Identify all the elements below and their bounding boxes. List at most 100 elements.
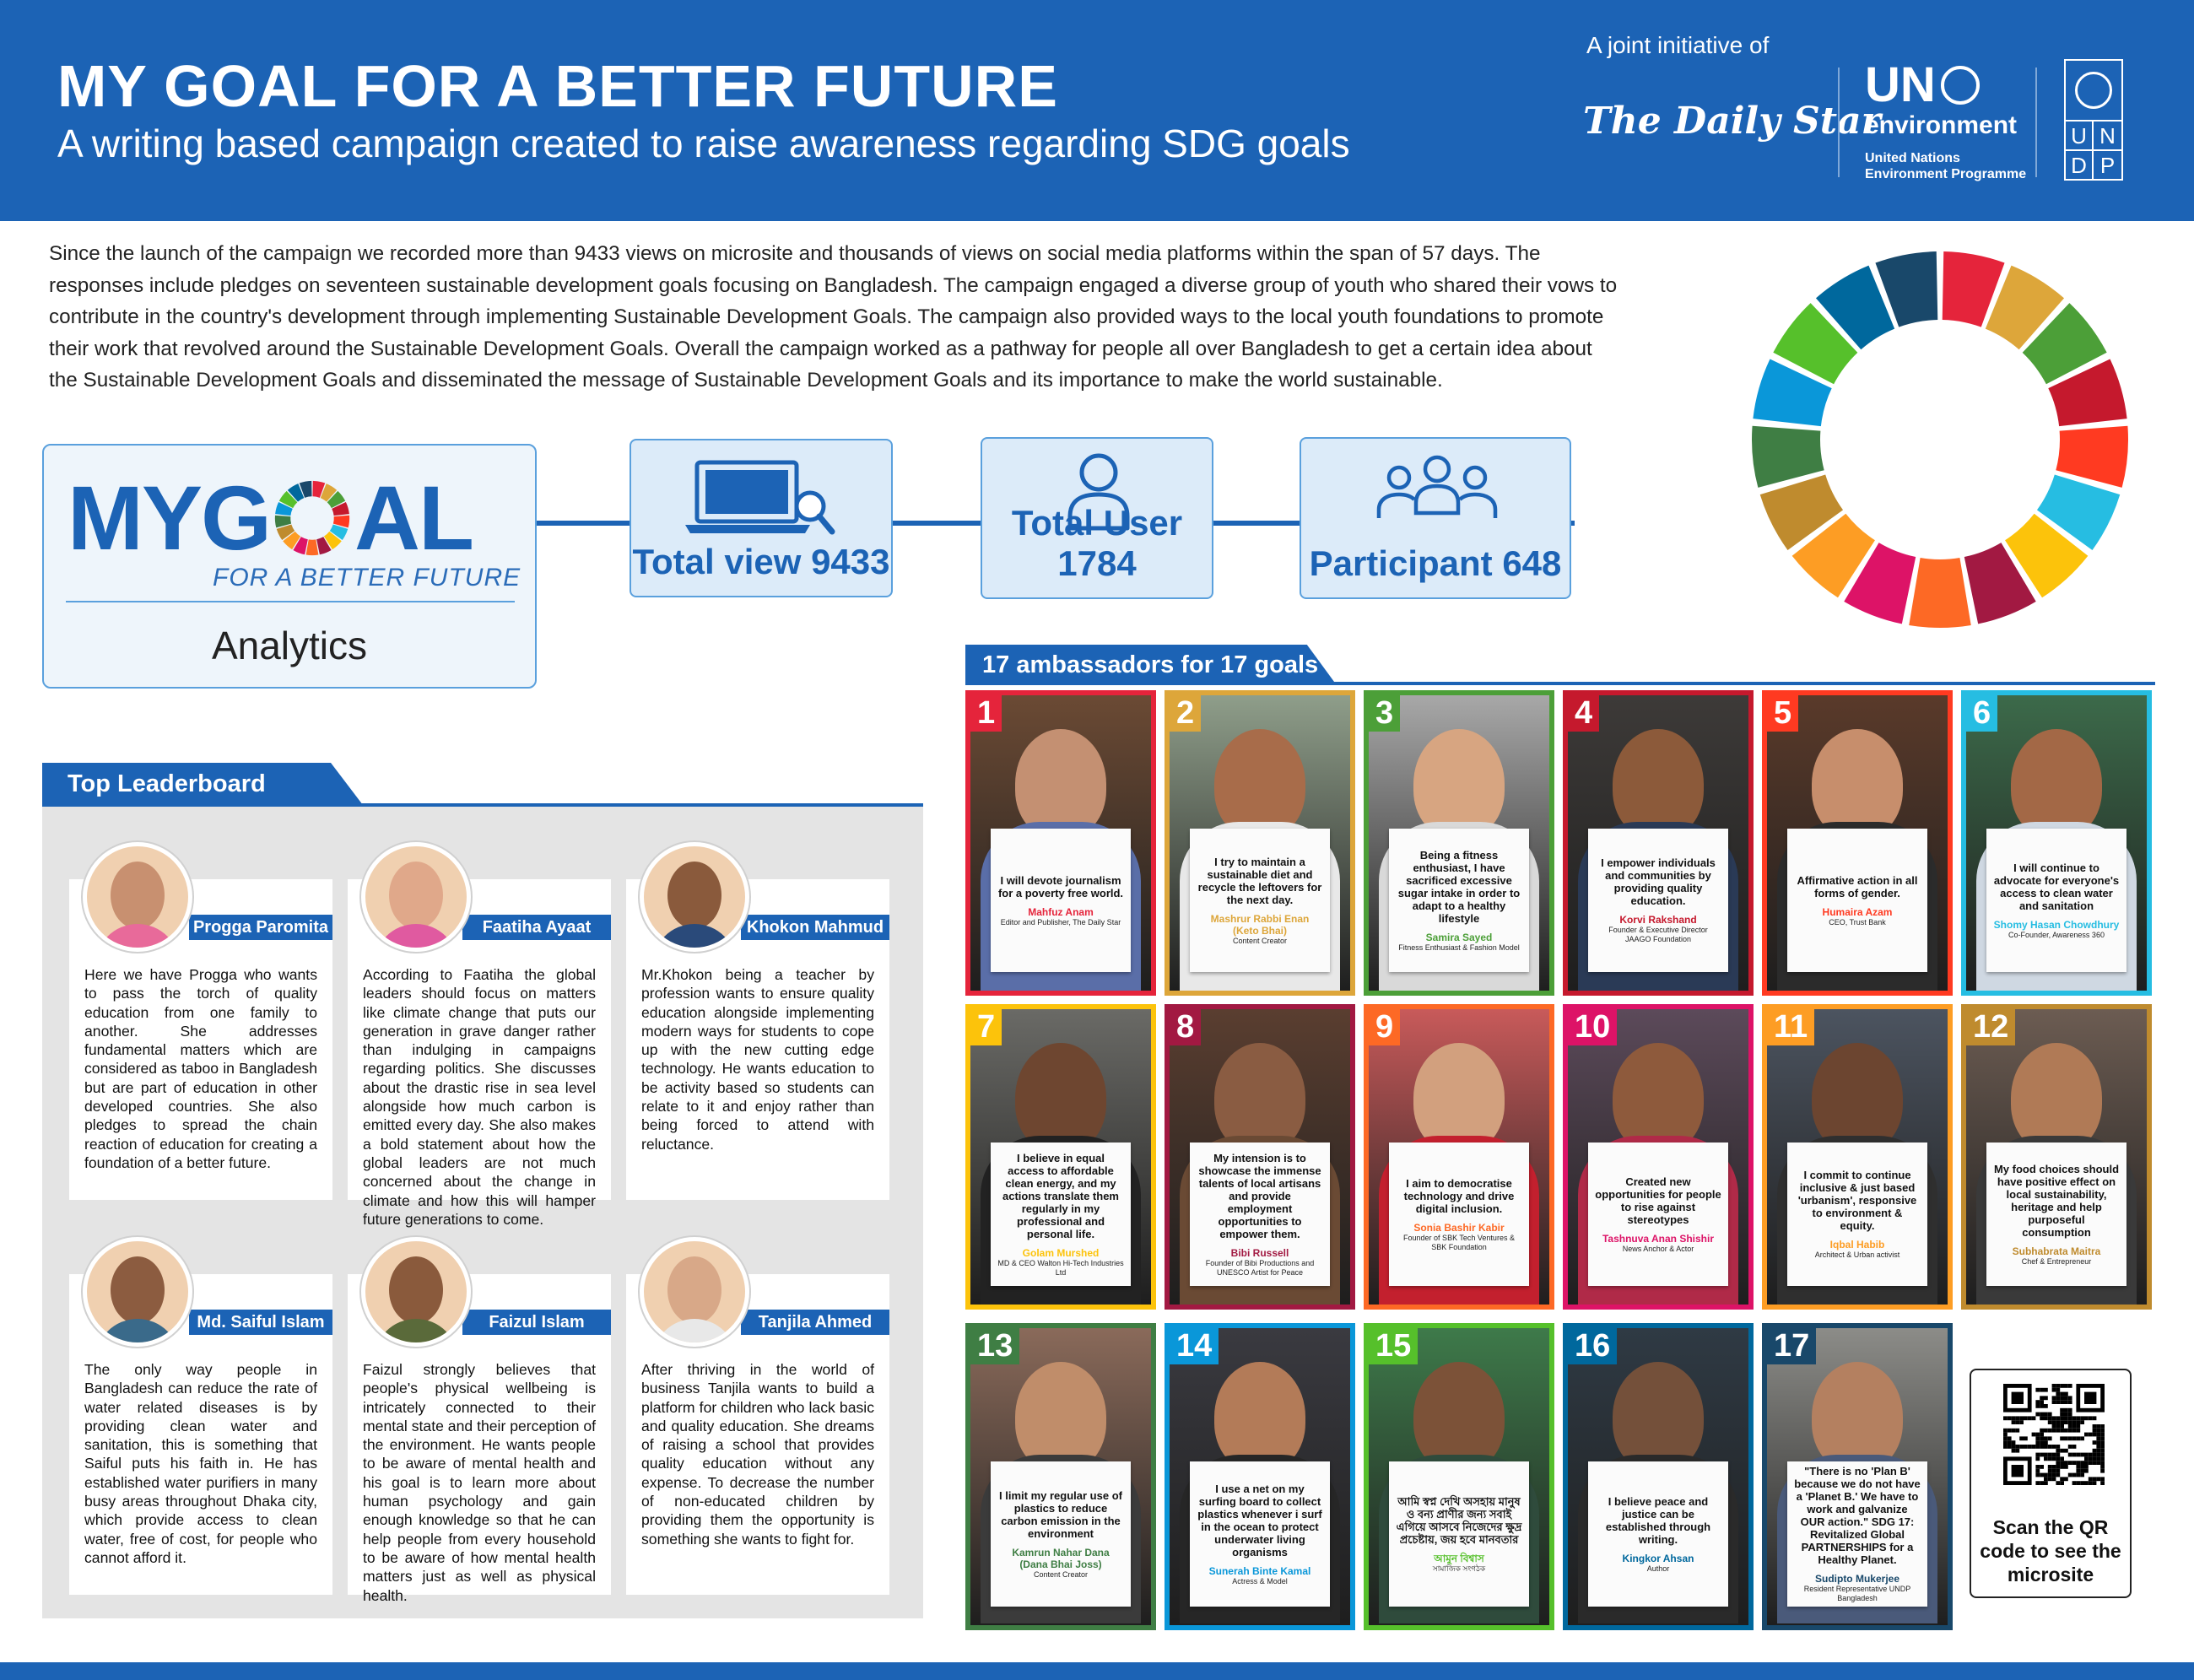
qr-module [2056, 1465, 2061, 1469]
qr-module [2024, 1436, 2028, 1441]
page-title: MY GOAL FOR A BETTER FUTURE [57, 53, 1058, 119]
undp-letter: N [2094, 122, 2121, 151]
qr-module [2011, 1465, 2024, 1477]
logo-al: AL [354, 467, 474, 569]
leaderboard-name: Khokon Mahmud [741, 915, 889, 940]
ambassador-role: Resident Representative UNDP Bangladesh [1803, 1585, 1911, 1602]
qr-code-box[interactable]: Scan the QR code to see the microsite [1970, 1369, 2132, 1598]
qr-module [2096, 1448, 2101, 1453]
qr-module [2051, 1428, 2056, 1433]
pledge-quote: "There is no 'Plan B' because we do not … [1794, 1465, 1921, 1566]
logo-my: MY [68, 467, 203, 569]
qr-module [2080, 1452, 2084, 1457]
qr-module [2035, 1400, 2040, 1404]
qr-module [2064, 1436, 2068, 1441]
qr-module [2064, 1448, 2068, 1453]
qr-module [2056, 1461, 2061, 1465]
undp-letter: P [2094, 151, 2121, 181]
sdg-segment [275, 502, 293, 516]
qr-module [2056, 1468, 2061, 1473]
qr-module [2060, 1448, 2064, 1453]
qr-module [2096, 1440, 2101, 1445]
mygoal-tagline: FOR A BETTER FUTURE [213, 564, 521, 592]
sdg-segment [2048, 359, 2127, 427]
ambassador-name: আমুন বিশ্বাস [1434, 1552, 1484, 1564]
qr-module [2044, 1456, 2048, 1461]
qr-module [2007, 1416, 2012, 1421]
ambassador-name: Bibi Russell [1230, 1246, 1289, 1259]
ambassador-role: Author [1646, 1564, 1670, 1573]
qr-module [2076, 1461, 2081, 1465]
sdg-segment [323, 531, 342, 550]
qr-module [2080, 1416, 2084, 1421]
pledge-quote: I believe peace and justice can be estab… [1605, 1494, 1711, 1546]
divider [1838, 68, 1840, 177]
qr-module [2035, 1432, 2040, 1437]
qr-module [2084, 1468, 2089, 1473]
sdg-segment [1753, 359, 1832, 427]
qr-module [2056, 1400, 2061, 1404]
avatar [83, 1237, 192, 1347]
ambassador-name: Golam Murshed [1022, 1246, 1100, 1259]
qr-module [2024, 1445, 2028, 1449]
qr-module [2067, 1424, 2072, 1429]
qr-module [2092, 1477, 2097, 1482]
ambassador-role: Founder of SBK Tech Ventures & SBK Found… [1403, 1233, 1515, 1251]
qr-module [2011, 1448, 2016, 1453]
qr-module [2064, 1396, 2068, 1401]
qr-module [2047, 1465, 2052, 1469]
sdg-segment [2036, 474, 2121, 550]
qr-module [2047, 1445, 2052, 1449]
qr-module [2027, 1416, 2032, 1421]
qr-module [2100, 1468, 2105, 1473]
footer-bar [0, 1662, 2194, 1680]
sdg-segment [276, 524, 295, 540]
leaderboard-card: Md. Saiful Islam The only way people in B… [69, 1237, 332, 1595]
qr-module [2031, 1432, 2036, 1437]
sdg-ring-icon [274, 480, 350, 556]
qr-module [2056, 1481, 2061, 1485]
sdg-segment [332, 502, 349, 516]
qr-module [2100, 1440, 2105, 1445]
pledge-sign: Created new opportunities for people to … [1588, 1143, 1728, 1286]
ambassadors-heading: 17 ambassadors for 17 goals [965, 645, 1337, 685]
qr-module [2060, 1416, 2064, 1421]
qr-module [2096, 1445, 2101, 1449]
qr-module [2072, 1452, 2077, 1457]
sdg-segment [320, 483, 338, 502]
ambassador-name: Mahfuz Anam [1028, 905, 1094, 918]
unep-environment-text: environment [1865, 111, 2018, 139]
unep-un-text: UN [1865, 57, 1936, 112]
qr-code-icon[interactable] [2003, 1384, 2105, 1485]
sdg-segment [2005, 513, 2089, 598]
ambassador-head [1812, 1362, 1903, 1472]
goal-number: 1 [970, 695, 1002, 732]
qr-module [2035, 1440, 2040, 1445]
qr-module [2084, 1465, 2089, 1469]
qr-module [2088, 1456, 2093, 1461]
qr-module [2019, 1420, 2024, 1424]
goal-number: 7 [970, 1009, 1002, 1045]
ambassador-head [1214, 1043, 1305, 1153]
qr-module [2003, 1416, 2008, 1421]
qr-caption: Scan the QR code to see the microsite [1980, 1516, 2121, 1585]
qr-module [2056, 1428, 2061, 1433]
ambassador-card: 6 I will continue to advocate for everyon… [1961, 690, 2152, 996]
qr-module [2072, 1420, 2077, 1424]
pledge-quote: I will devote journalism for a poverty f… [997, 873, 1124, 899]
qr-module [2040, 1396, 2044, 1401]
qr-module [2051, 1424, 2056, 1429]
qr-module [2047, 1468, 2052, 1473]
sdg-segment [278, 490, 298, 509]
qr-module [2076, 1428, 2081, 1433]
ambassador-name: Shomy Hasan Chowdhury [1993, 918, 2120, 931]
sdg-segment [1844, 543, 1916, 624]
qr-module [2015, 1428, 2020, 1433]
qr-module [2072, 1424, 2077, 1429]
sdg-segment [312, 480, 326, 498]
pledge-quote: My food choices should have positive eff… [1993, 1162, 2120, 1239]
pledge-sign: I use a net on my surfing board to colle… [1190, 1461, 1330, 1607]
ambassador-role: Content Creator [1232, 936, 1288, 945]
qr-module [2035, 1412, 2040, 1417]
